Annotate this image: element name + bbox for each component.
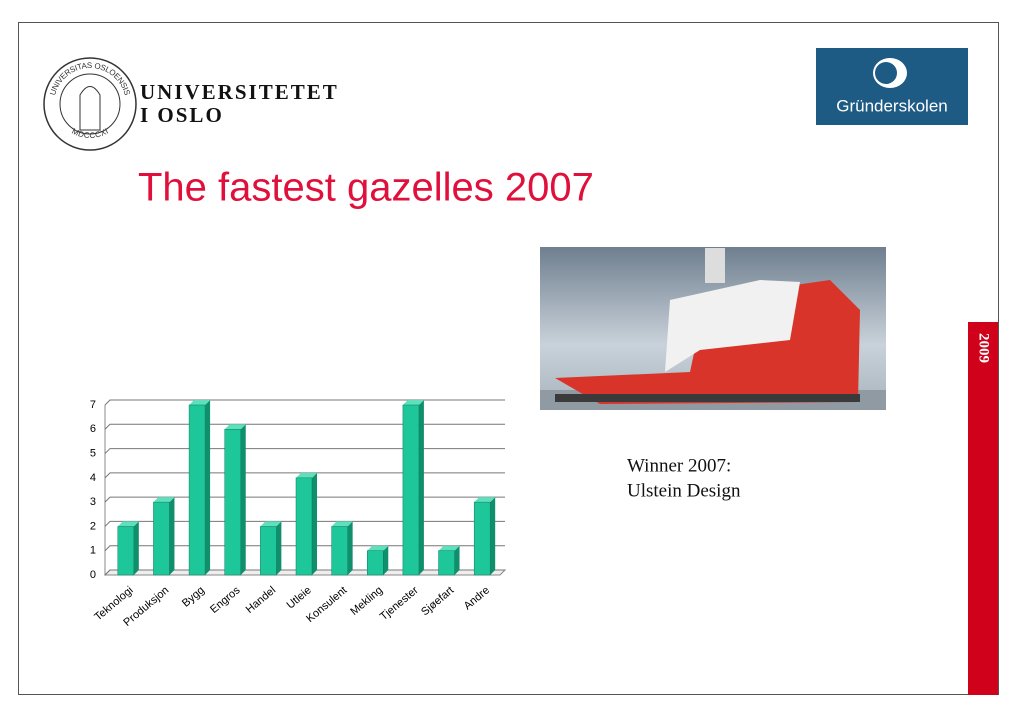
grid-line: [104, 399, 505, 406]
bar: [367, 550, 384, 576]
seal-text: UNIVERSITAS OSLOENSIS: [48, 61, 131, 96]
grid-line: [104, 520, 505, 527]
slide-title: The fastest gazelles 2007: [138, 166, 594, 210]
university-seal: UNIVERSITAS OSLOENSIS MDCCCXI: [43, 57, 137, 151]
x-tick-label: Engros: [208, 584, 243, 616]
bar-side: [276, 521, 282, 575]
grid-line: [104, 496, 505, 503]
ship-waterline: [555, 394, 860, 402]
seal-ring: [59, 73, 121, 135]
bar: [331, 526, 348, 576]
bar: [188, 404, 206, 576]
bar-top: [153, 497, 175, 503]
bar: [438, 550, 455, 576]
y-tick-label: 1: [90, 545, 96, 557]
grid-line: [104, 448, 505, 454]
seal-text: MDCCCXI: [70, 127, 110, 141]
bar-side: [133, 521, 139, 575]
university-name: UNIVERSITETET: [140, 80, 339, 104]
bar-side: [347, 521, 353, 575]
seal-figure: [79, 86, 101, 131]
bar-top: [224, 424, 246, 430]
ship-bridge: [665, 280, 800, 372]
x-tick-label: Sjøefart: [419, 584, 456, 618]
bar-top: [296, 472, 317, 478]
ship-photo: [540, 247, 886, 410]
bar-side: [383, 545, 389, 575]
bar: [117, 526, 135, 576]
bar: [260, 526, 277, 576]
bar-side: [205, 400, 211, 575]
y-tick-label: 4: [90, 472, 96, 484]
ship-mast: [705, 248, 725, 283]
slide-frame: [18, 22, 999, 695]
bar: [224, 429, 241, 576]
bar-top: [189, 400, 211, 405]
bar-top: [331, 521, 353, 527]
y-tick-label: 7: [90, 399, 96, 411]
bar-side: [169, 497, 175, 575]
x-tick-label: Bygg: [180, 584, 207, 609]
side-band: [968, 322, 998, 695]
caption: Winner 2007:: [627, 455, 731, 476]
university-name: I OSLO: [140, 103, 224, 127]
side-label: 2009: [976, 333, 992, 363]
bar-top: [402, 400, 424, 405]
bar-top: [117, 521, 139, 527]
seal-ring: [43, 57, 137, 151]
bar-top: [260, 521, 282, 527]
bar: [473, 501, 491, 576]
x-tick-label: Andre: [462, 584, 492, 612]
grid-line: [104, 423, 505, 430]
grunderskolen-logo: Gründerskolen: [816, 48, 968, 125]
bar-side: [418, 400, 424, 575]
bar-side: [240, 424, 246, 575]
bar-side: [312, 472, 317, 575]
bar-side: [454, 545, 460, 575]
grid-line: [104, 472, 505, 479]
seal-text: MDCCCXI: [70, 127, 110, 141]
y-tick-label: 3: [90, 496, 96, 508]
seal-text: UNIVERSITAS OSLOENSIS: [48, 61, 131, 96]
bar-top: [367, 545, 389, 551]
bar: [295, 477, 313, 576]
bar: [153, 501, 170, 576]
y-tick-label: 5: [90, 447, 96, 459]
x-tick-label: Handel: [244, 584, 278, 616]
logo-text: Gründerskolen: [836, 96, 948, 115]
bar-top: [474, 497, 496, 503]
logo-mark: [875, 62, 897, 84]
bar-top: [438, 545, 460, 551]
x-tick-label: Tjenester: [378, 584, 421, 623]
x-tick-label: Utleie: [285, 584, 314, 611]
bar-side: [490, 497, 496, 575]
y-tick-label: 0: [90, 569, 96, 581]
y-tick-label: 2: [90, 520, 96, 532]
bar: [402, 404, 420, 576]
caption: Ulstein Design: [627, 480, 741, 501]
y-tick-label: 6: [90, 423, 96, 435]
